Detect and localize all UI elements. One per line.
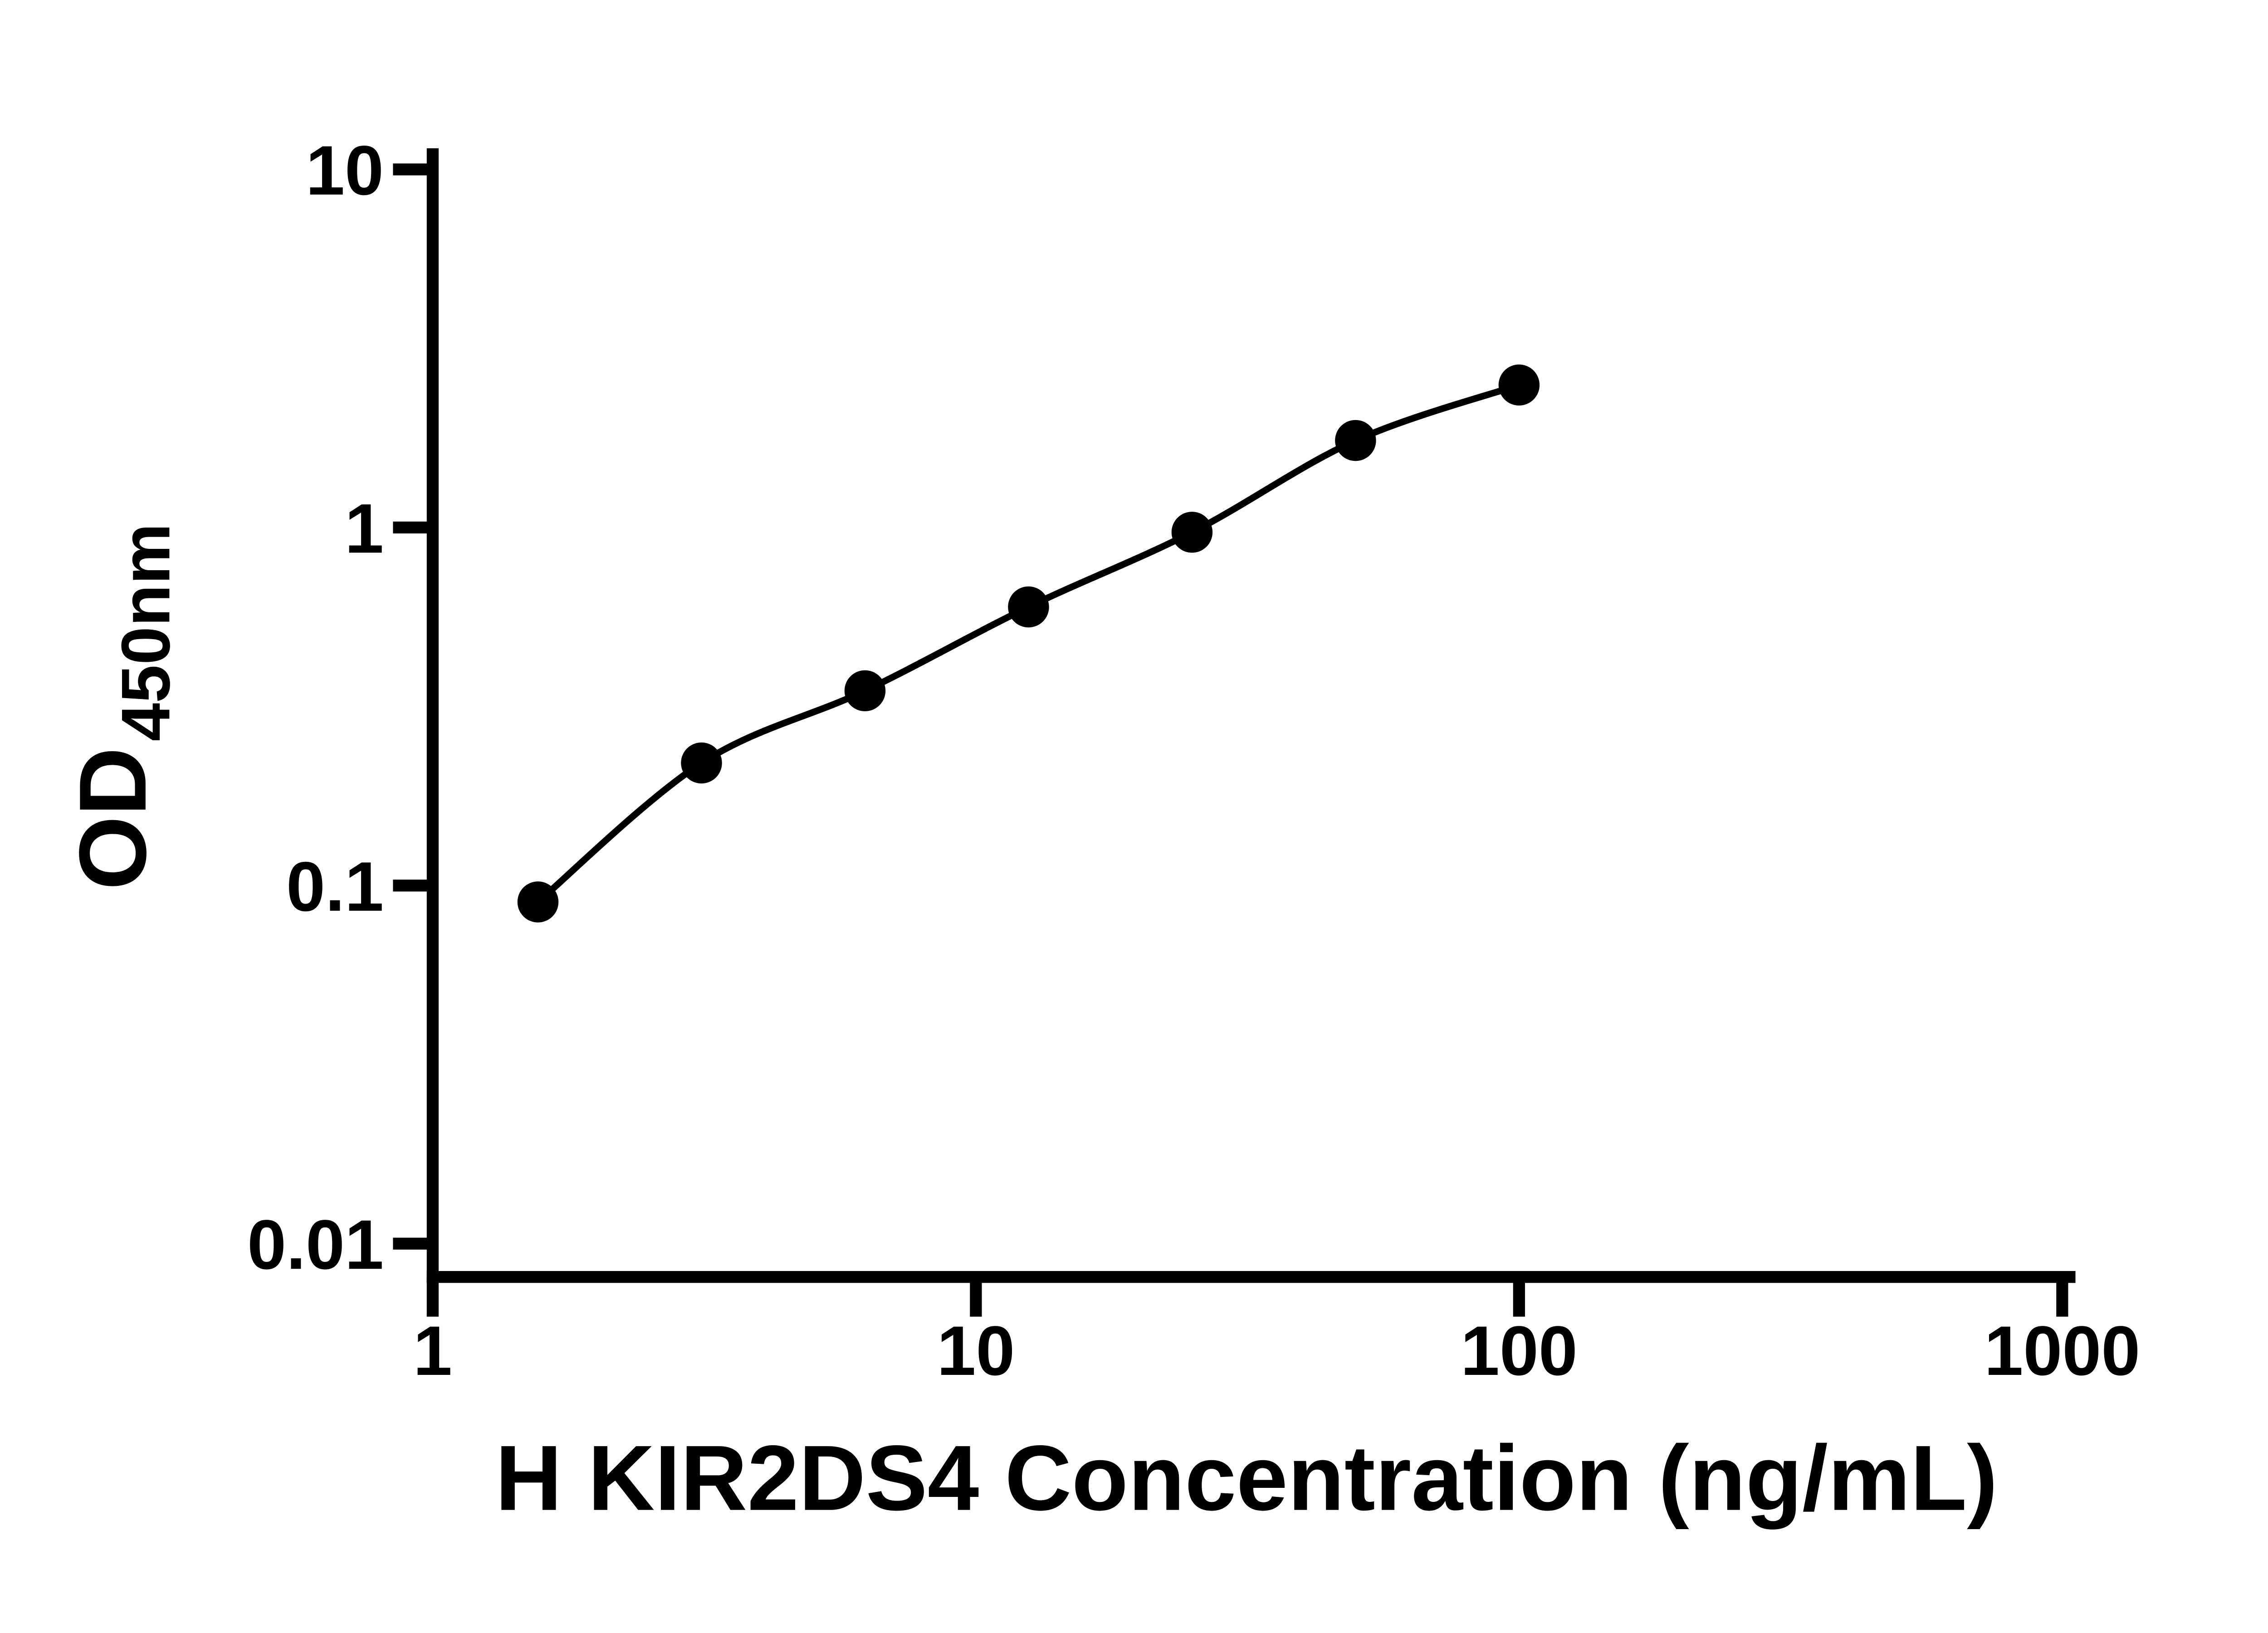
curve-layer (536, 381, 1520, 905)
data-point (844, 670, 886, 712)
data-point (517, 881, 559, 923)
x-tick-label: 100 (1461, 1311, 1578, 1390)
y-axis-title-main: OD (59, 747, 166, 890)
axes-layer (393, 148, 2076, 1317)
ticklabel-layer: 1 10 100 1000 10 1 0.1 0.01 (247, 131, 2140, 1390)
data-point (1335, 420, 1376, 461)
y-tick-label: 10 (306, 131, 384, 210)
x-tick-label: 1 (413, 1311, 452, 1390)
data-point (1498, 364, 1540, 406)
y-axis-title-subscript: 450nm (108, 523, 184, 742)
x-tick-label: 1000 (1984, 1311, 2140, 1390)
x-tick-label: 10 (937, 1311, 1015, 1390)
x-axis-title: H KIR2DS4 Concentration (ng/mL) (495, 1427, 1998, 1530)
y-tick-label: 1 (345, 489, 384, 567)
y-tick-label: 0.1 (286, 847, 384, 926)
points-layer (517, 364, 1540, 923)
y-tick-label: 0.01 (247, 1205, 384, 1284)
data-point (1171, 512, 1213, 553)
fit-curve (536, 381, 1520, 905)
data-point (1008, 586, 1049, 628)
data-point (681, 742, 722, 784)
y-axis-title: OD 450nm (59, 523, 185, 890)
